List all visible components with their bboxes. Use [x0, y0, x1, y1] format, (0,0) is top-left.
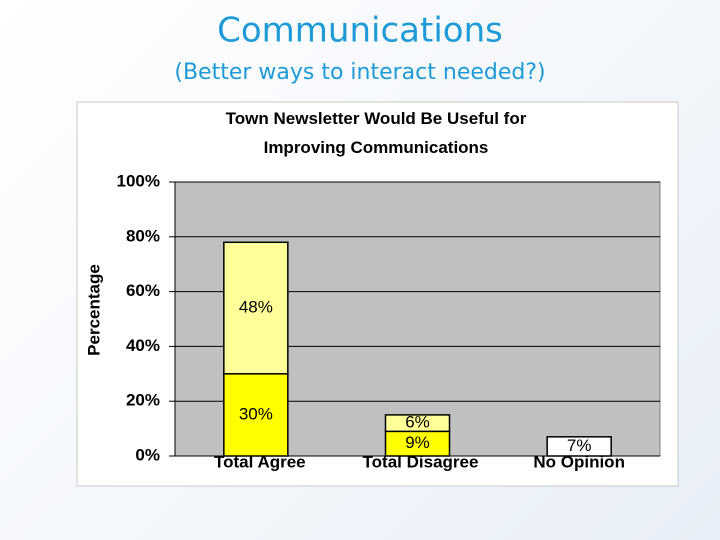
bar-segment — [384, 414, 451, 433]
data-label: 48% — [239, 298, 273, 317]
data-label: 6% — [405, 413, 430, 432]
x-tick-label: Total Agree — [214, 452, 306, 471]
y-tick-label: 100% — [117, 171, 160, 190]
y-axis-label: Percentage — [84, 264, 103, 356]
y-tick-label: 80% — [126, 226, 160, 245]
y-tick-label: 0% — [135, 445, 160, 464]
y-tick-label: 20% — [126, 391, 160, 410]
bar-segment — [546, 436, 612, 457]
bar-segment — [223, 241, 289, 375]
slide-subtitle: (Better ways to interact needed?) — [174, 60, 545, 85]
x-tick-label: No Opinion — [533, 452, 625, 471]
slide-title: Communications — [217, 11, 503, 51]
data-label: 7% — [567, 436, 592, 455]
data-label: 9% — [405, 433, 430, 452]
y-tick-label: 60% — [126, 281, 160, 300]
chart-title: Town Newsletter Would Be Useful for Impro… — [226, 109, 527, 157]
x-tick-label: Total Disagree — [363, 452, 479, 471]
data-label: 30% — [239, 404, 273, 423]
y-tick-label: 40% — [126, 336, 160, 355]
bar-segment — [384, 430, 451, 457]
